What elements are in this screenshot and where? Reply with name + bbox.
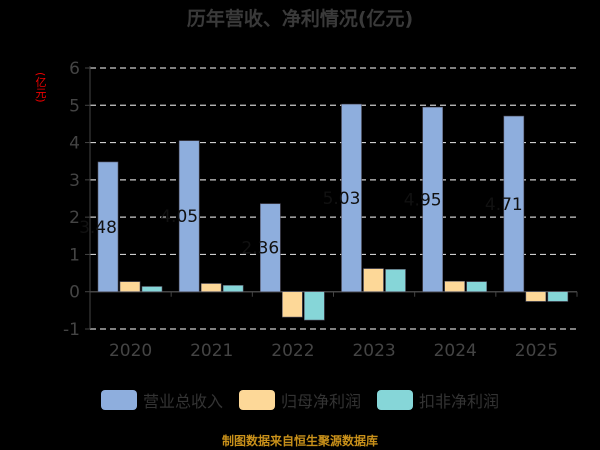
bar-revenue [97,161,119,293]
bar-net-profit [363,268,384,293]
y-axis-unit-label: (亿元) [34,72,47,103]
legend-swatch [238,390,275,410]
y-tick-label: 6 [69,59,80,79]
bar-deducted-net-profit [222,285,244,293]
bar-deducted-net-profit [304,291,325,321]
chart-title: 历年营收、净利情况(亿元) [186,8,414,30]
bar-deducted-net-profit [466,281,487,293]
bar-deducted-net-profit [547,291,569,302]
data-label: 4.05 [160,207,198,227]
data-label: 2.36 [241,239,279,259]
x-tick-label: 2022 [271,341,314,361]
bar-deducted-net-profit [141,286,163,293]
legend-swatch [377,390,413,410]
y-tick-label: 2 [69,208,80,228]
bar-revenue [260,203,281,293]
legend-item[interactable]: 归母净利润 [238,388,361,412]
data-label: 5.03 [323,189,361,209]
bar-revenue [422,106,443,293]
bar-net-profit [119,281,141,293]
y-tick-label: 5 [69,96,80,116]
y-tick-label: 4 [69,134,80,154]
x-tick-label: 2020 [109,341,152,361]
bar-net-profit [444,280,465,293]
legend-label: 扣非净利润 [419,392,500,411]
y-tick-label: 3 [69,171,80,191]
bar-net-profit [525,291,547,302]
legend-label: 营业总收入 [142,392,223,411]
data-label: 4.95 [404,190,442,210]
y-tick-label: 1 [69,245,80,265]
data-source-footer: 制图数据来自恒生聚源数据库 [221,434,378,448]
bar-net-profit [200,283,222,293]
x-tick-label: 2023 [352,341,395,361]
y-tick-label: -1 [63,320,80,340]
legend-item[interactable]: 营业总收入 [100,388,223,412]
x-tick-label: 2025 [515,341,558,361]
legend-swatch [100,390,137,410]
y-tick-label: 0 [69,283,80,303]
bar-deducted-net-profit [385,269,406,293]
x-tick-label: 2021 [190,341,233,361]
data-label: 4.71 [485,195,523,215]
legend-item[interactable]: 扣非净利润 [377,388,499,412]
bar-net-profit [282,291,303,318]
data-label: 3.48 [79,218,117,238]
legend-label: 归母净利润 [280,392,361,411]
x-tick-label: 2024 [434,341,477,361]
bar-revenue [503,115,525,293]
bar-revenue [178,140,200,293]
legend: 营业总收入 归母净利润 扣非净利润 [0,388,600,412]
bar-revenue [341,103,362,293]
